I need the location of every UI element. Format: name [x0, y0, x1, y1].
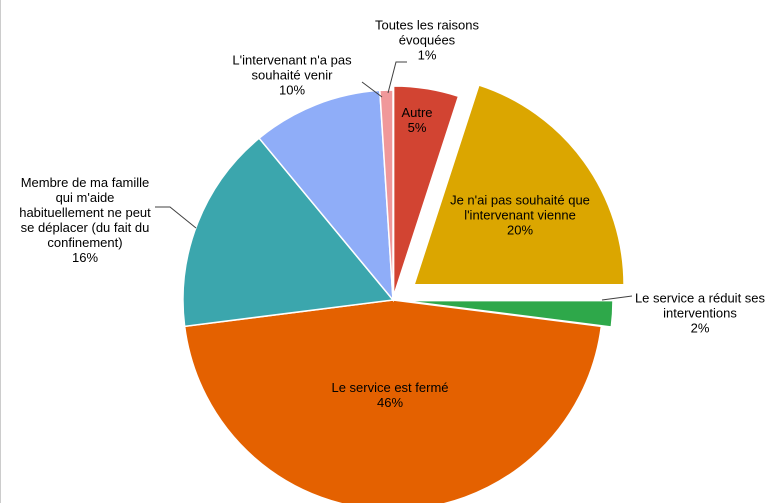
pie-slice — [379, 89, 394, 301]
slice-label: Le service est fermé 46% — [280, 380, 500, 410]
leader-line — [155, 206, 197, 229]
value-label: 5% — [407, 120, 427, 135]
slice-label: Le service a réduit ses interventions 2% — [625, 291, 773, 336]
slice-label: Je n'ai pas souhaité que l'intervenant v… — [440, 193, 600, 238]
pie-slice — [183, 299, 603, 503]
category-label: Le service a réduit ses interventions — [634, 290, 766, 321]
slice-label: Autre 5% — [387, 105, 447, 135]
slice-label: Membre de ma famille qui m'aide habituel… — [15, 175, 155, 265]
leader-line — [601, 295, 633, 301]
category-label: L'intervenant n'a pas souhaité venir — [232, 52, 352, 83]
value-label: 20% — [506, 222, 534, 238]
value-label: 16% — [71, 250, 99, 265]
slice-label: Toutes les raisons évoquées 1% — [347, 18, 507, 63]
leader-line — [361, 81, 383, 98]
value-label: 10% — [278, 82, 306, 98]
category-label: Je n'ai pas souhaité que l'intervenant v… — [450, 192, 590, 223]
category-label: Membre de ma famille qui m'aide habituel… — [19, 175, 151, 250]
pie-slice — [413, 84, 625, 286]
pie-slice — [182, 137, 395, 328]
pie-slice — [392, 85, 460, 297]
value-label: 46% — [376, 395, 404, 410]
category-label: Toutes les raisons évoquées — [374, 17, 480, 48]
slice-label: L'intervenant n'a pas souhaité venir 10% — [217, 53, 367, 98]
value-label: 1% — [417, 47, 437, 63]
category-label: Le service est fermé — [331, 380, 449, 395]
category-label: Autre — [401, 105, 433, 120]
value-label: 2% — [690, 320, 710, 336]
leader-line — [387, 61, 407, 94]
